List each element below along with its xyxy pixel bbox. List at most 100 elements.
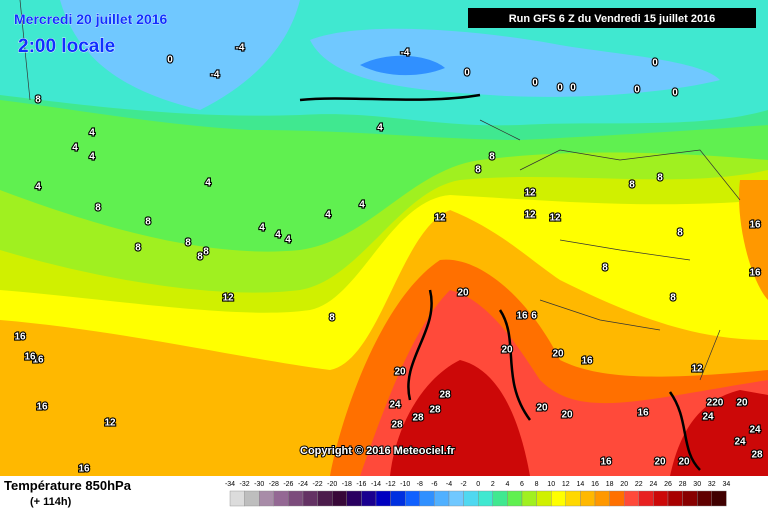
scale-swatch	[448, 490, 464, 507]
contour-label: 4	[72, 143, 78, 154]
contour-label: 20	[394, 367, 406, 378]
contour-label: 6	[531, 311, 537, 322]
scale-label: -34	[225, 481, 235, 488]
zone-very-hot-east	[670, 390, 768, 476]
contour-label: 16	[749, 220, 761, 231]
scale-swatch	[682, 490, 698, 507]
scale-swatch	[463, 490, 479, 507]
contour-label: 8	[670, 293, 676, 304]
contour-label: 24	[389, 400, 401, 411]
contour-label: 16	[24, 352, 36, 363]
scale-swatch	[259, 490, 275, 507]
scale-label: 12	[562, 481, 570, 488]
contour-label: 0	[634, 85, 640, 96]
scale-swatch	[521, 490, 537, 507]
scale-label: 16	[591, 481, 599, 488]
scale-swatch	[229, 490, 245, 507]
scale-label: 0	[476, 481, 480, 488]
scale-label: 24	[650, 481, 658, 488]
scale-swatch	[434, 490, 450, 507]
copyright: Copyright © 2016 Meteociel.fr	[300, 445, 456, 457]
contour-label: 4	[35, 182, 41, 193]
scale-swatch	[594, 490, 610, 507]
scale-label: -24	[298, 481, 308, 488]
contour-label: 8	[95, 203, 101, 214]
scale-swatch	[375, 490, 391, 507]
contour-label: 16	[600, 457, 612, 468]
scale-label: -4	[446, 481, 452, 488]
run-box	[468, 8, 756, 28]
contour-label: 16	[36, 402, 48, 413]
scale-swatch	[405, 490, 421, 507]
contour-label: 0	[532, 78, 538, 89]
scale-swatch	[419, 490, 435, 507]
scale-label: -2	[460, 481, 466, 488]
scale-label: -10	[400, 481, 410, 488]
contour-label: 0	[672, 88, 678, 99]
contour-label: 12	[104, 418, 116, 429]
scale-label: 14	[577, 481, 585, 488]
scale-swatch	[711, 490, 727, 507]
contour-label: 12	[691, 364, 703, 375]
scale-swatch	[667, 490, 683, 507]
scale-swatch	[609, 490, 625, 507]
scale-label: 6	[520, 481, 524, 488]
scale-swatch	[536, 490, 552, 507]
isotherm	[299, 93, 701, 471]
contour-label: 28	[751, 450, 763, 461]
run-info: Run GFS 6 Z du Vendredi 15 juillet 2016	[509, 13, 716, 25]
borders	[19, 0, 741, 381]
scale-swatch	[273, 490, 289, 507]
scale-label: 34	[723, 481, 731, 488]
scale-swatch	[580, 490, 596, 507]
contour-label: 28	[439, 390, 451, 401]
contour-label: 8	[629, 180, 635, 191]
zone-blue-dark	[360, 55, 445, 76]
contour-label: 8	[602, 263, 608, 274]
scale-swatch	[244, 490, 260, 507]
scale-label: 20	[620, 481, 628, 488]
scale-label: 10	[547, 481, 555, 488]
contour-label: 8	[197, 252, 203, 263]
contour-label: 20	[552, 349, 564, 360]
scale-swatch	[317, 490, 333, 507]
contour-label: 220	[707, 398, 724, 409]
zone-blue	[310, 28, 720, 97]
contour-label: -4	[211, 70, 220, 81]
contour-label: 20	[736, 398, 748, 409]
contour-label: 16	[581, 356, 593, 367]
contour-label: 8	[677, 228, 683, 239]
zone-blue	[60, 0, 300, 110]
scale-swatch	[507, 490, 523, 507]
contour-label: 24	[749, 425, 761, 436]
contour-label: 4	[89, 152, 95, 163]
contour-label: 20	[678, 457, 690, 468]
scale-label: -18	[342, 481, 352, 488]
contour-label: 28	[429, 405, 441, 416]
scale-label: 4	[505, 481, 509, 488]
scale-swatch	[288, 490, 304, 507]
local-time: 2:00 locale	[18, 36, 115, 57]
contour-label: 0	[652, 58, 658, 69]
scale-label: -28	[269, 481, 279, 488]
contour-label: 0	[167, 55, 173, 66]
contour-label: 8	[35, 95, 41, 106]
scale-swatch	[492, 490, 508, 507]
footer-title: Température 850hPa	[4, 478, 132, 493]
scale-swatch	[653, 490, 669, 507]
scale-swatch	[361, 490, 377, 507]
contour-label: 8	[185, 238, 191, 249]
scale-label: -8	[417, 481, 423, 488]
contour-label: 28	[391, 420, 403, 431]
contour-label: 12	[434, 213, 446, 224]
contour-label: 12	[549, 213, 561, 224]
scale-swatch	[638, 490, 654, 507]
scale-label: 22	[635, 481, 643, 488]
zone-very-hot	[390, 360, 530, 476]
scale-label: 32	[708, 481, 716, 488]
contour-label: 8	[489, 152, 495, 163]
contour-label: 16	[749, 268, 761, 279]
contour-label: 8	[203, 247, 209, 258]
